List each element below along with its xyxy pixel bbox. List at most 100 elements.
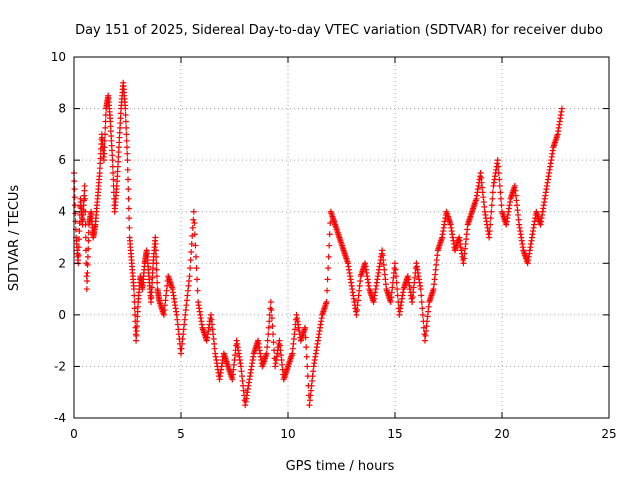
x-tick-label: 0 [70,427,78,441]
data-point-interp [487,221,494,228]
data-point-interp [301,326,308,333]
data-point-interp [344,258,351,265]
data-point-interp [82,234,89,241]
data-point-interp [186,278,193,285]
data-point-interp [126,215,133,222]
data-point-interp [76,236,83,243]
data-point-interp [268,315,275,322]
data-point-interp [304,363,311,370]
data-point-interp [489,195,496,202]
data-point-interp [264,344,271,351]
data-point-interp [131,305,138,312]
data-point-interp [85,229,92,236]
data-point-interp [75,252,82,259]
data-point-interp [188,249,195,256]
data-point-interp [71,186,78,193]
y-tick-label: 4 [58,205,66,219]
data-point-interp [110,176,117,183]
data-point-interp [326,242,333,249]
data-point-interp [130,282,137,289]
data-point-interp [96,173,103,180]
y-tick-label: 10 [51,50,66,64]
data-point-interp [134,303,141,310]
data-point-interp [125,205,132,212]
data-point-interp [72,202,79,209]
data-point-interp [325,253,332,260]
data-point-interp [110,182,117,189]
data-point-interp [387,297,394,304]
data-point-interp [318,315,325,322]
y-tick-label: 6 [58,153,66,167]
x-tick-label: 10 [280,427,295,441]
data-point-interp [110,170,117,177]
data-point-interp [515,216,522,223]
data-point-interp [82,221,89,228]
data-point-interp [190,216,197,223]
data-point-interp [152,247,159,254]
data-point-interp [489,189,496,196]
data-point-interp [488,202,495,209]
data-point-interp [85,245,92,252]
y-axis-label: SDTVAR / TECUs [7,185,22,292]
data-point-interp [101,137,108,144]
data-point-interp [101,150,108,157]
data-point-interp [496,182,503,189]
data-point-interp [156,297,163,304]
data-point-interp [464,226,471,233]
data-point-interp [102,118,109,125]
data-point-interp [109,163,116,170]
data-point-interp [123,131,130,138]
data-point-interp [189,224,196,231]
data-point-interp [270,339,277,346]
data-point-interp [71,194,78,201]
data-point-interp [192,242,199,249]
data-point-interp [245,379,252,386]
data-point-interp [160,310,167,317]
data-point-interp [113,186,120,193]
data-point-interp [418,298,425,305]
data-point-interp [438,236,445,243]
data-point-interp [81,195,88,202]
data-point-interp [194,287,201,294]
data-point-interp [269,323,276,330]
data-point-interp [303,344,310,351]
data-point-interp [418,292,425,299]
data-point-interp [122,112,129,119]
data-point-interp [85,237,92,244]
data-point-interp [528,237,535,244]
data-point-interp [497,189,504,196]
data-point-interp [125,195,132,202]
data-point-interp [82,208,89,215]
data-point-interp [101,144,108,151]
data-point-interp [324,287,331,294]
data-point-interp [393,279,400,286]
y-tick-label: -4 [54,411,66,425]
data-point-interp [419,311,426,318]
x-tick-label: 5 [177,427,185,441]
data-point-interp [494,160,501,167]
data-point-interp [331,219,338,226]
data-point-interp [264,337,271,344]
data-point-interp [468,210,475,217]
data-point [124,157,131,164]
data-point-interp [348,282,355,289]
data-point-interp [335,232,342,239]
data-point-interp [168,284,175,291]
data-point-interp [153,260,160,267]
data-point-interp [322,300,329,307]
data-point-interp [107,115,114,122]
data-point-interp [270,331,277,338]
data-point [83,286,90,293]
data-point [190,208,197,215]
data-point-interp [495,163,502,170]
data-point-interp [115,149,122,156]
axis-ticks: 0 5 10 15 20 25 -4 -2 0 2 4 6 8 10 [51,50,617,441]
data-point-interp [102,124,109,131]
data-point-interp [102,131,109,138]
data-point-interp [394,286,401,293]
data-point-interp [193,265,200,272]
data-point-interp [400,289,407,296]
data-point-interp [429,287,436,294]
data-point-interp [365,282,372,289]
data-point-interp [325,265,332,272]
